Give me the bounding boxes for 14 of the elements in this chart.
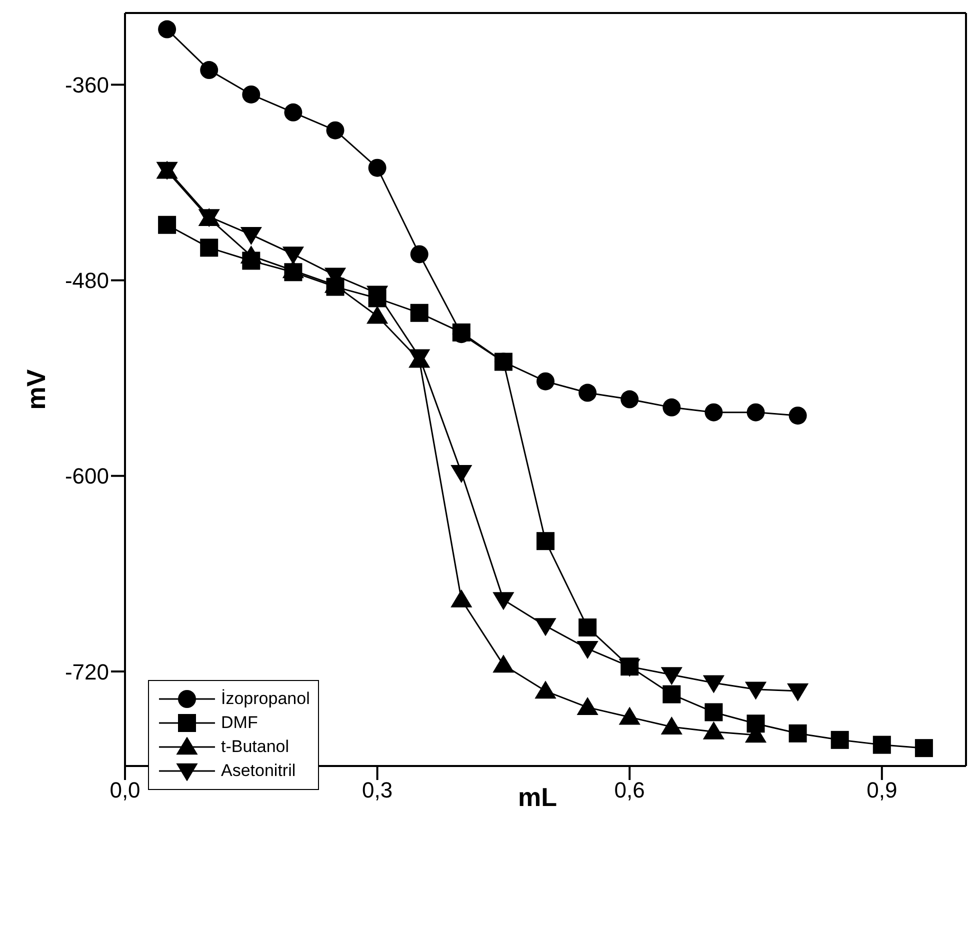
x-tick-label: 0,9	[866, 778, 898, 803]
y-tick-label: -720	[64, 659, 109, 684]
y-tick-label: -600	[64, 464, 109, 489]
x-tick-label: 0,6	[614, 778, 645, 803]
y-tick-label: -360	[64, 72, 109, 98]
legend-label: t-Butanol	[221, 737, 290, 757]
x-tick-label: 0,0	[110, 778, 140, 803]
x-axis-title: mL	[518, 782, 558, 812]
y-axis-title: mV	[21, 368, 52, 410]
legend-label: İzopropanol	[221, 689, 310, 709]
x-tick-label: 0,3	[362, 778, 393, 803]
legend-label: Asetonitril	[221, 761, 296, 781]
legend-label: DMF	[221, 713, 258, 733]
y-tick-label: -480	[64, 268, 109, 294]
